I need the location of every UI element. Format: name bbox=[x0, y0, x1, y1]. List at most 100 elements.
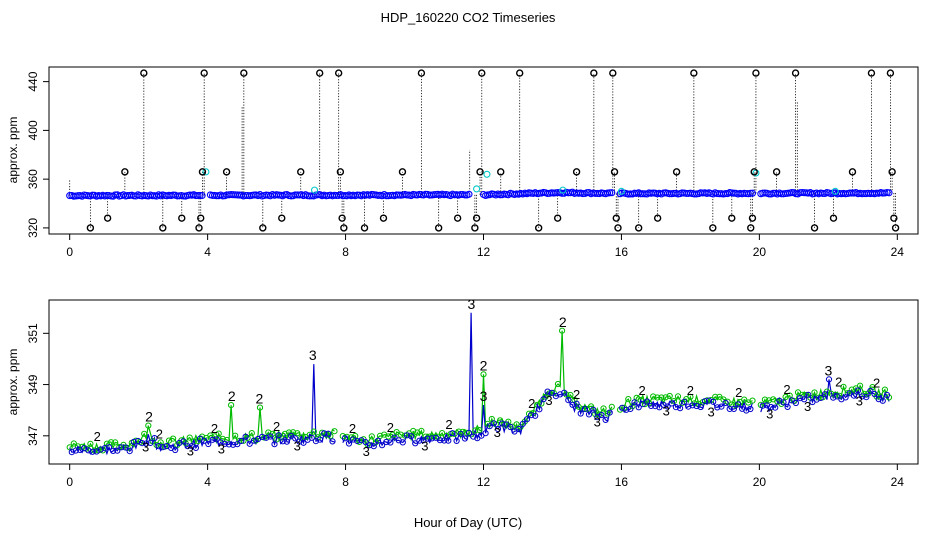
qc2-label: 2 bbox=[156, 427, 163, 442]
spike-label: 3 bbox=[309, 347, 317, 363]
spike-label: 2 bbox=[228, 388, 236, 404]
alt-point bbox=[831, 187, 839, 195]
y-tick-label-top: 320 bbox=[26, 218, 40, 238]
qc3-point bbox=[234, 441, 241, 448]
qc3-point bbox=[379, 442, 386, 449]
qc2-label: 2 bbox=[735, 385, 742, 400]
qc2-label: 2 bbox=[445, 417, 452, 432]
qc3-point bbox=[863, 394, 870, 401]
spike-label: 3 bbox=[824, 362, 832, 378]
qc3-point bbox=[825, 376, 833, 383]
qc2-label: 2 bbox=[573, 387, 580, 402]
qc3-label: 3 bbox=[421, 438, 428, 453]
qc3-point bbox=[217, 439, 224, 446]
qc2-point bbox=[368, 433, 375, 440]
qc3-point bbox=[453, 437, 460, 444]
qc2-label: 2 bbox=[687, 383, 694, 398]
qc3-point bbox=[139, 440, 146, 447]
qc2-point bbox=[248, 430, 255, 437]
y-tick-label-top: 400 bbox=[26, 120, 40, 140]
qc2-point bbox=[310, 428, 317, 435]
qc3-point bbox=[834, 393, 841, 400]
spike-label: 2 bbox=[255, 391, 263, 407]
qc3-point bbox=[436, 437, 444, 444]
qc2-point bbox=[554, 380, 562, 388]
outlier-point bbox=[336, 168, 345, 176]
qc3-point bbox=[565, 397, 572, 404]
qc2-point bbox=[761, 396, 769, 403]
qc3-point bbox=[821, 391, 829, 398]
qc3-point bbox=[805, 391, 812, 398]
outlier-point bbox=[379, 214, 388, 222]
qc2-point bbox=[811, 389, 818, 396]
qc3-point bbox=[370, 443, 377, 450]
qc2-label: 2 bbox=[211, 421, 218, 436]
x-tick-label-bottom: 8 bbox=[342, 475, 349, 489]
qc3-point bbox=[842, 394, 849, 401]
outlier-point bbox=[653, 214, 662, 222]
qc3-point bbox=[561, 389, 568, 396]
alt-point bbox=[617, 187, 625, 195]
qc3-point bbox=[180, 438, 187, 445]
qc2-label: 2 bbox=[835, 375, 842, 390]
qc2-point bbox=[463, 429, 470, 436]
qc3-label: 3 bbox=[363, 444, 370, 459]
qc3-point bbox=[710, 398, 717, 405]
qc3-point bbox=[486, 423, 493, 430]
qc3-point bbox=[797, 395, 804, 402]
qc3-point bbox=[97, 446, 104, 453]
qc2-point bbox=[840, 383, 847, 390]
outlier-point bbox=[810, 224, 819, 232]
qc3-point bbox=[801, 396, 808, 403]
qc3-point bbox=[105, 444, 113, 451]
qc3-point bbox=[867, 387, 874, 394]
outlier-point bbox=[340, 224, 348, 232]
qc3-point bbox=[118, 444, 125, 451]
qc3-point bbox=[461, 435, 468, 442]
qc3-point bbox=[544, 388, 551, 395]
x-tick-label-top: 24 bbox=[891, 245, 905, 259]
outlier-point bbox=[159, 224, 167, 232]
outlier-point bbox=[178, 214, 186, 222]
outlier-point bbox=[750, 168, 758, 176]
qc3-point bbox=[879, 397, 886, 404]
qc3-point bbox=[635, 404, 642, 411]
axes-top: 0 4 8 12 16 20 24 320 360 400 440 bbox=[26, 71, 904, 259]
data-point bbox=[196, 191, 204, 199]
qc3-point bbox=[681, 398, 688, 405]
alt-point bbox=[310, 186, 319, 194]
data-point bbox=[608, 189, 616, 197]
qc2-point bbox=[439, 430, 446, 437]
qc3-point bbox=[374, 437, 382, 444]
qc3-point bbox=[341, 435, 348, 442]
qc3-point bbox=[652, 403, 659, 410]
qc3-point bbox=[68, 449, 75, 456]
outlier-point bbox=[748, 214, 757, 222]
outlier-point bbox=[140, 69, 148, 77]
qc2-point bbox=[480, 371, 487, 378]
qc3-point bbox=[184, 443, 191, 450]
qc3-label: 3 bbox=[856, 393, 863, 408]
qc3-point bbox=[577, 410, 584, 417]
qc3-point bbox=[859, 393, 866, 400]
qc3-point bbox=[362, 439, 369, 446]
qc2-point bbox=[567, 391, 574, 399]
qc3-point bbox=[718, 403, 725, 410]
qc3-label: 3 bbox=[494, 425, 501, 440]
qc3-point bbox=[130, 438, 137, 445]
outlier-point bbox=[278, 214, 286, 222]
outlier-point bbox=[690, 69, 698, 77]
outlier-point bbox=[829, 214, 838, 222]
qc2-point bbox=[881, 386, 889, 393]
outlier-point bbox=[200, 69, 208, 77]
outlier-point bbox=[612, 214, 620, 222]
qc3-point bbox=[768, 404, 775, 411]
qc2-point bbox=[625, 396, 632, 403]
qc3-point bbox=[817, 394, 824, 401]
chart-title: HDP_160220 CO2 Timeseries bbox=[381, 10, 556, 25]
qc3-point bbox=[573, 400, 580, 407]
qc3-point bbox=[784, 403, 791, 410]
qc3-point bbox=[325, 430, 332, 437]
qc3-point bbox=[275, 432, 282, 439]
qc2-point bbox=[186, 434, 193, 441]
